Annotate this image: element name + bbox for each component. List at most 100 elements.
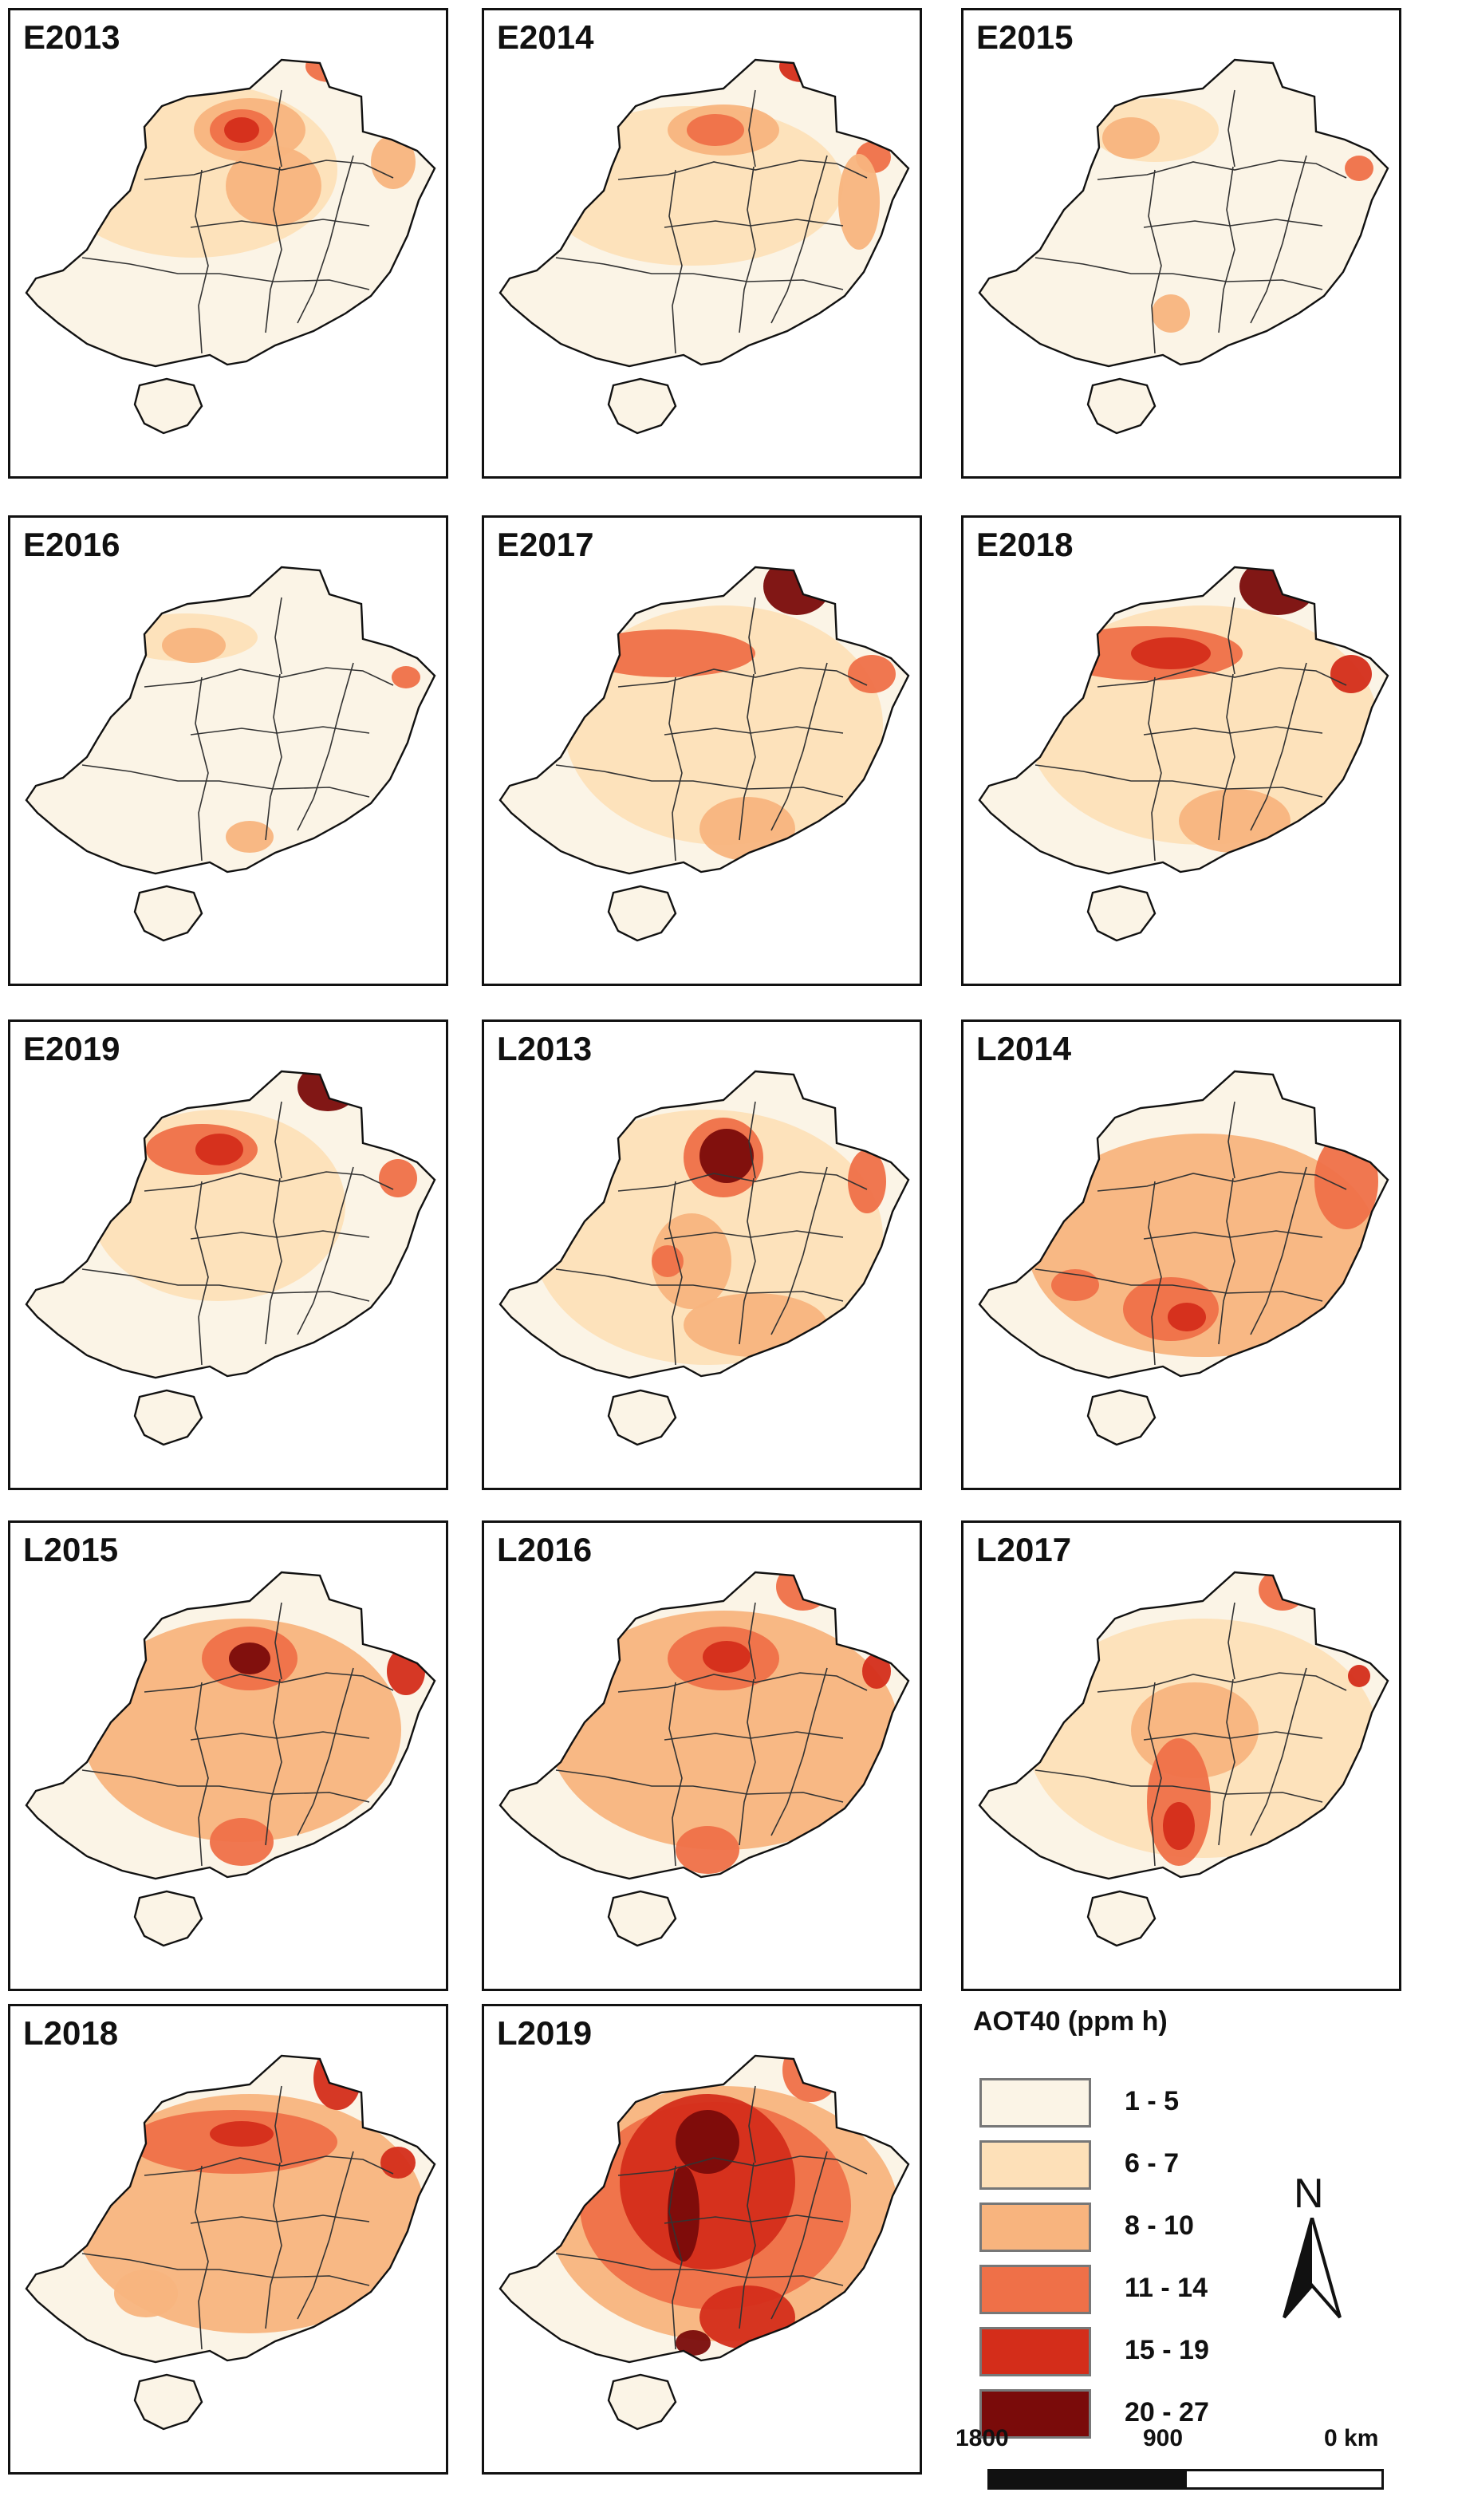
province-border: [770, 1166, 828, 1335]
scale-segment: [1184, 2469, 1384, 2490]
province-border: [1148, 676, 1162, 862]
aot40-zone: [676, 2110, 739, 2174]
map-panel: E2017: [482, 515, 922, 986]
aot40-zone: [305, 60, 353, 82]
province-border: [190, 726, 370, 735]
province-border: [274, 1602, 282, 1680]
province-border: [664, 1230, 844, 1240]
province-border: [770, 2151, 828, 2320]
scale-tick: 0 km: [1324, 2425, 1379, 2451]
scale-segment: [987, 2469, 1187, 2490]
province-border: [297, 155, 354, 324]
aot40-zone: [1345, 156, 1373, 181]
province-border: [1227, 1602, 1235, 1680]
legend-swatch: [979, 2078, 1091, 2128]
hainan-coastline: [1086, 1890, 1157, 1947]
province-border: [739, 673, 756, 841]
aot40-zone: [1348, 1665, 1370, 1687]
province-border: [1143, 1731, 1323, 1741]
hainan-shape: [1088, 886, 1155, 941]
hainan-coastline: [607, 2373, 677, 2431]
province-border: [617, 160, 868, 180]
province-border: [1148, 1181, 1162, 1366]
coastline: [25, 1571, 436, 1880]
aot40-zone: [1051, 1269, 1099, 1301]
aot40-zone: [1102, 117, 1160, 159]
hainan-coastline: [1086, 885, 1157, 942]
map-panel: E2018: [961, 515, 1401, 986]
map-svg: [25, 2054, 436, 2431]
province-border: [195, 2165, 209, 2350]
hainan-coastline: [133, 885, 203, 942]
province-border: [1143, 726, 1323, 735]
aot40-zone: [776, 1572, 830, 1611]
province-border: [81, 764, 370, 798]
aot40-zone: [1152, 294, 1190, 333]
aot40-zone: [687, 114, 744, 146]
map-panel: L2018: [8, 2004, 448, 2475]
panel-label: E2019: [23, 1030, 120, 1067]
aot40-zone: [162, 628, 226, 663]
hainan-coastline: [607, 377, 677, 435]
aot40-zone: [195, 1134, 243, 1165]
province-border: [297, 662, 354, 831]
province-border: [1097, 667, 1347, 688]
province-border: [1218, 673, 1235, 841]
aot40-zone: [548, 1611, 899, 1850]
panel-label: L2015: [23, 1531, 119, 1568]
coastline: [978, 566, 1389, 875]
hainan-coastline: [607, 1890, 677, 1947]
aot40-zone: [210, 2121, 274, 2147]
province-border: [748, 89, 756, 168]
province-border: [81, 1769, 370, 1803]
map-svg: [498, 566, 910, 942]
province-border: [265, 673, 282, 841]
panel-label: L2017: [976, 1531, 1072, 1568]
map-svg: [498, 2054, 910, 2431]
map-panel: L2013: [482, 1019, 922, 1490]
province-border: [617, 1672, 868, 1693]
province-border: [1034, 1268, 1323, 1302]
province-border: [1250, 1667, 1307, 1836]
legend-swatch: [979, 2140, 1091, 2190]
aot40-zone: [782, 2056, 840, 2102]
province-border: [1218, 1678, 1235, 1846]
map-panel: L2014: [961, 1019, 1401, 1490]
province-border: [555, 2253, 844, 2286]
coastline: [498, 566, 910, 875]
aot40-zone: [387, 1647, 425, 1695]
aot40-zone: [848, 655, 896, 693]
aot40-zone: [684, 1293, 827, 1357]
province-border: [555, 764, 844, 798]
map-panel: E2013: [8, 8, 448, 479]
province-border: [195, 1181, 209, 1366]
aot40-zone: [224, 117, 259, 143]
province-border: [770, 155, 828, 324]
aot40-zone: [862, 1654, 891, 1689]
province-border: [274, 1101, 282, 1179]
province-border: [190, 2214, 370, 2224]
province-border: [144, 1672, 394, 1693]
province-border: [1097, 160, 1347, 180]
map-svg: [25, 566, 436, 942]
province-border: [195, 1682, 209, 1867]
aot40-zone: [703, 1641, 751, 1673]
hainan-coastline: [133, 1389, 203, 1446]
map-panel: E2019: [8, 1019, 448, 1490]
aot40-zone: [380, 2147, 416, 2179]
legend: AOT40 (ppm h) 1 - 5 6 - 7 8 - 10 11 - 14…: [965, 2006, 1444, 2477]
north-label: N: [1294, 2171, 1324, 2217]
legend-label: 15 - 19: [1125, 2335, 1209, 2365]
province-border: [274, 89, 282, 168]
hainan-shape: [135, 379, 202, 433]
province-border: [555, 1268, 844, 1302]
province-border: [265, 166, 282, 333]
panel-label: E2015: [976, 18, 1074, 56]
hainan-shape: [135, 1390, 202, 1445]
province-border: [195, 169, 209, 354]
coastline: [978, 58, 1389, 368]
hainan-coastline: [607, 885, 677, 942]
hainan-shape: [135, 886, 202, 941]
province-border: [748, 1602, 756, 1680]
province-border: [668, 169, 683, 354]
